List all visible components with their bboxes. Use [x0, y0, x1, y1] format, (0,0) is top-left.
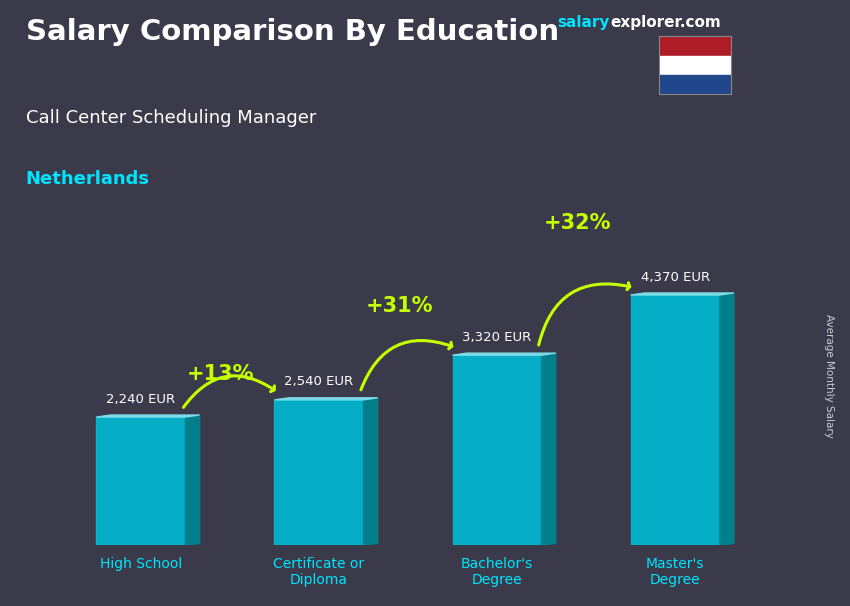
Polygon shape: [275, 398, 377, 400]
Polygon shape: [720, 293, 734, 545]
Bar: [659, 56, 731, 75]
Text: Call Center Scheduling Manager: Call Center Scheduling Manager: [26, 109, 316, 127]
Text: Salary Comparison By Education: Salary Comparison By Education: [26, 18, 558, 46]
Text: explorer.com: explorer.com: [610, 15, 721, 30]
Text: 4,370 EUR: 4,370 EUR: [641, 270, 710, 284]
Text: salary: salary: [557, 15, 609, 30]
Text: 2,540 EUR: 2,540 EUR: [285, 375, 354, 388]
Polygon shape: [452, 353, 556, 355]
Bar: [275, 400, 364, 545]
Bar: [96, 417, 185, 545]
Bar: [659, 36, 731, 56]
Polygon shape: [364, 398, 377, 545]
Polygon shape: [631, 293, 734, 295]
Polygon shape: [541, 353, 556, 545]
Bar: [659, 75, 731, 94]
Text: 3,320 EUR: 3,320 EUR: [462, 331, 531, 344]
Polygon shape: [96, 415, 200, 417]
Bar: [631, 295, 720, 545]
Text: +31%: +31%: [366, 296, 433, 316]
Text: +13%: +13%: [187, 364, 255, 384]
Text: Netherlands: Netherlands: [26, 170, 150, 188]
Text: Average Monthly Salary: Average Monthly Salary: [824, 314, 834, 438]
Bar: [452, 355, 541, 545]
Text: +32%: +32%: [543, 213, 611, 233]
Polygon shape: [185, 415, 200, 545]
Text: 2,240 EUR: 2,240 EUR: [106, 393, 175, 405]
